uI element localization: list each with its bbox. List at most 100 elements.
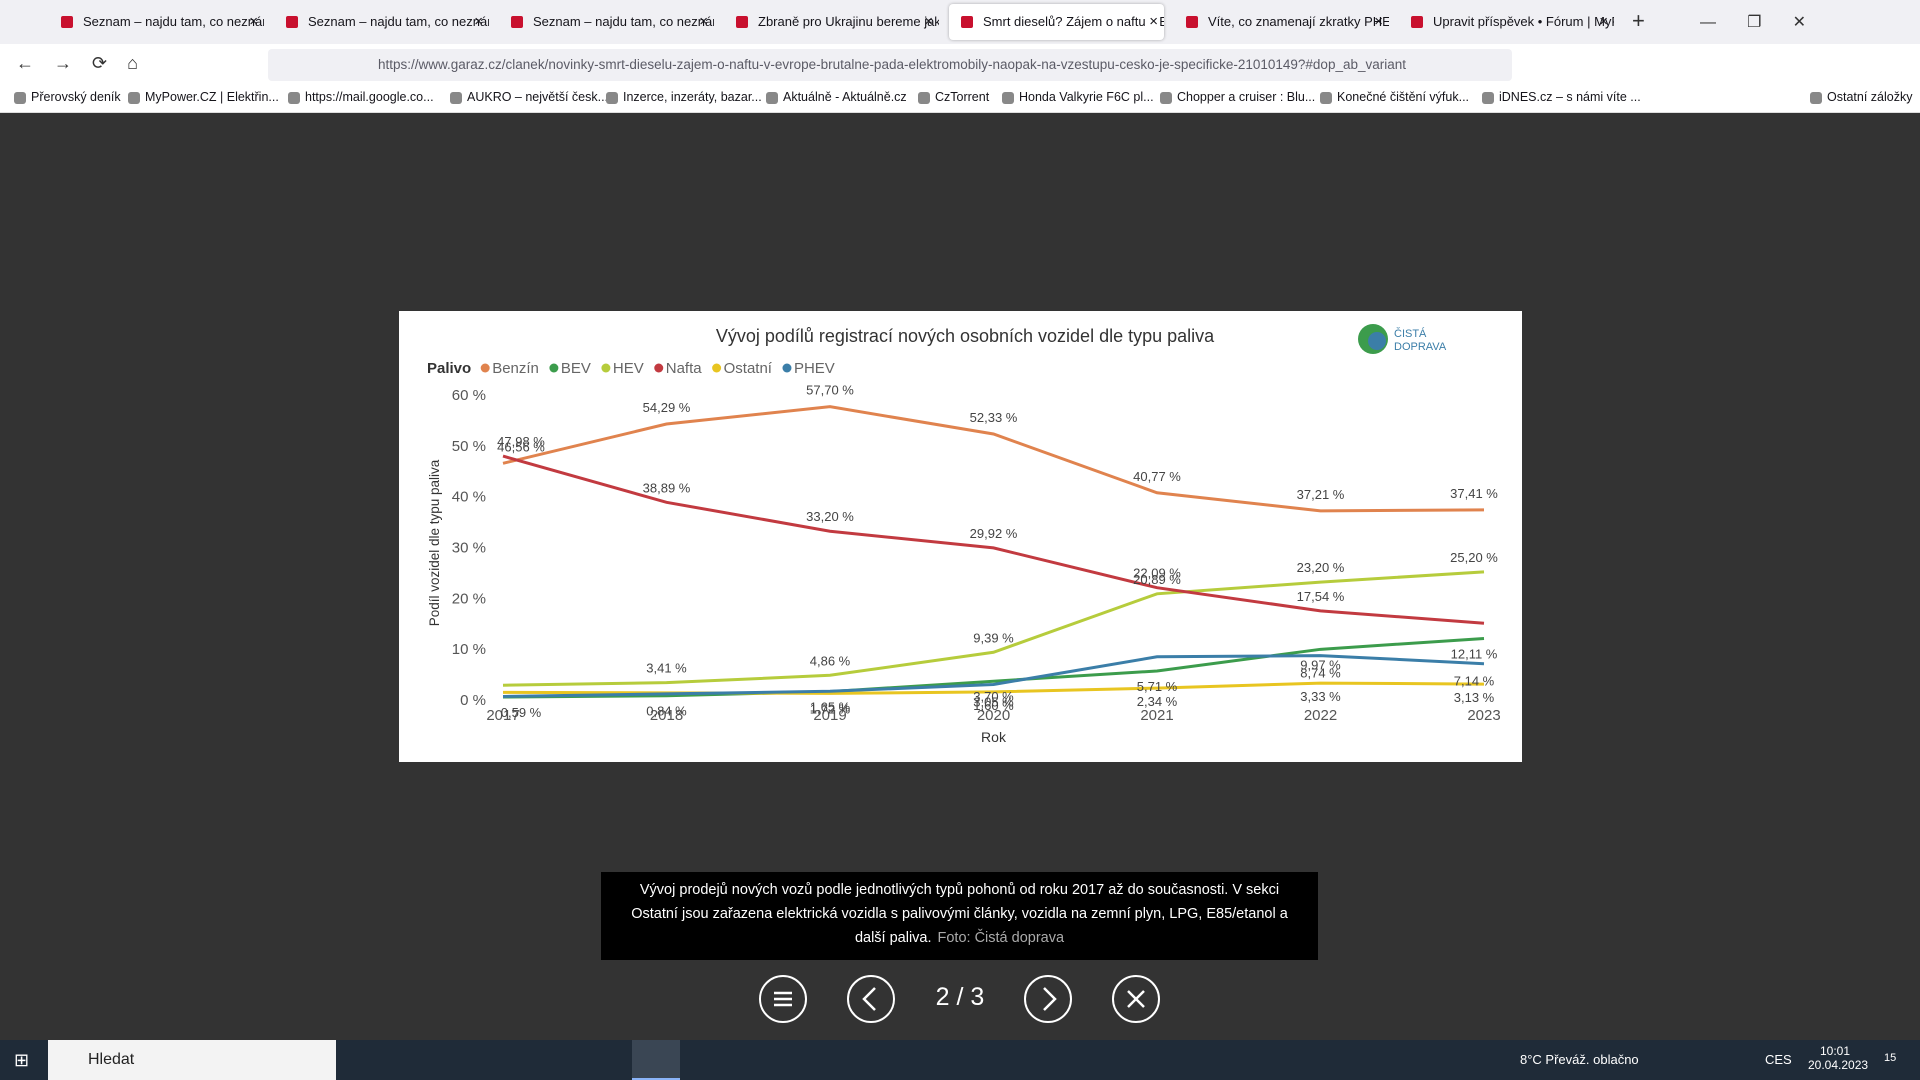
- x-tick-label: 2020: [977, 707, 1010, 724]
- active-app[interactable]: [632, 1040, 680, 1080]
- language[interactable]: CES: [1765, 1052, 1792, 1067]
- x-tick-label: 2019: [813, 707, 846, 724]
- bookmark[interactable]: Konečné čištění výfuk...: [1320, 90, 1469, 104]
- x-tick-label: 2017: [486, 707, 519, 724]
- tab-close[interactable]: ×: [249, 13, 258, 30]
- data-label: 40,77 %: [1133, 469, 1181, 484]
- data-label: 22,09 %: [1133, 566, 1181, 581]
- tab-title[interactable]: Seznam – najdu tam, co neznám: [308, 14, 489, 29]
- data-label: 57,70 %: [806, 383, 854, 398]
- bookmark[interactable]: https://mail.google.co...: [288, 90, 434, 104]
- tab-close[interactable]: ×: [1374, 13, 1383, 30]
- y-tick-label: 0 %: [460, 692, 486, 709]
- tab-icon: [511, 16, 523, 28]
- legend-marker: [712, 363, 722, 373]
- data-label: 1,72 %: [810, 701, 851, 716]
- tab[interactable]: Upravit příspěvek • Fórum | MyPower×: [1399, 4, 1614, 40]
- tab-icon: [286, 16, 298, 28]
- chart-title: Vývoj podílů registrací nových osobních …: [716, 326, 1215, 346]
- other-bookmarks[interactable]: Ostatní záložky: [1810, 90, 1912, 104]
- logo-mark-inner: [1368, 332, 1386, 350]
- tab-close[interactable]: ×: [1599, 13, 1608, 30]
- tab-title[interactable]: Zbraně pro Ukrajinu bereme jako: [758, 14, 939, 29]
- legend-title: Palivo: [427, 360, 471, 377]
- bookmark[interactable]: Inzerce, inzeráty, bazar...: [606, 90, 762, 104]
- slide-counter: 2 / 3: [935, 983, 985, 1011]
- time: 10:01: [1819, 1044, 1851, 1058]
- tab[interactable]: Seznam – najdu tam, co neznám ×: [499, 4, 714, 40]
- notifications[interactable]: 15: [1884, 1052, 1897, 1064]
- legend-label: BEV: [561, 360, 591, 377]
- start-button[interactable]: ⊞: [14, 1050, 30, 1070]
- bookmark[interactable]: iDNES.cz – s námi víte ...: [1482, 90, 1641, 104]
- legend-marker: [549, 363, 559, 373]
- tab-title[interactable]: Víte, co znamenají zkratky PHEV: [1208, 14, 1389, 29]
- data-label: 3,05 %: [973, 694, 1014, 709]
- tab-icon: [1411, 16, 1423, 28]
- bookmark[interactable]: Chopper a cruiser : Blu...: [1160, 90, 1315, 104]
- new-tab[interactable]: +: [1632, 8, 1645, 33]
- data-label: 8,74 %: [1300, 666, 1341, 681]
- y-tick-label: 10 %: [452, 641, 486, 658]
- bookmark[interactable]: MyPower.CZ | Elektřin...: [128, 90, 279, 104]
- tab[interactable]: Seznam – najdu tam, co neznám ×: [49, 4, 264, 40]
- date: 20.04.2023: [1808, 1058, 1869, 1072]
- prev-button[interactable]: [847, 975, 895, 1023]
- tab-close[interactable]: ×: [924, 13, 933, 30]
- close-button[interactable]: [1112, 975, 1160, 1023]
- window-controls[interactable]: — ❐ ✕: [1700, 14, 1806, 31]
- tab-close[interactable]: ×: [474, 13, 483, 30]
- tab-title[interactable]: Upravit příspěvek • Fórum | MyPower: [1433, 14, 1614, 29]
- tab-icon: [61, 16, 73, 28]
- bookmark[interactable]: AUKRO – největší česk...: [450, 90, 608, 104]
- legend-marker: [480, 363, 490, 373]
- logo-text: DOPRAVA: [1394, 341, 1447, 353]
- data-label: 52,33 %: [970, 410, 1018, 425]
- data-label: 54,29 %: [643, 400, 691, 415]
- photo-credit: Foto: Čistá doprava: [937, 930, 1065, 946]
- tab[interactable]: Zbraně pro Ukrajinu bereme jako ×: [724, 4, 939, 40]
- bookmark[interactable]: Honda Valkyrie F6C pl...: [1002, 90, 1154, 104]
- tab[interactable]: Víte, co znamenají zkratky PHEV ×: [1174, 4, 1389, 40]
- series-line: [502, 636, 1485, 699]
- data-label: 1,60 %: [973, 698, 1014, 713]
- bookmark[interactable]: CzTorrent: [918, 90, 989, 104]
- tab-close[interactable]: ×: [699, 13, 708, 30]
- url-bar[interactable]: https://www.garaz.cz/clanek/novinky-smrt…: [268, 49, 1512, 81]
- url-text[interactable]: https://www.garaz.cz/clanek/novinky-smrt…: [378, 57, 1407, 72]
- tab-icon: [961, 16, 973, 28]
- data-label: 2,34 %: [1137, 694, 1178, 709]
- menu-button[interactable]: [759, 975, 807, 1023]
- caption: Vývoj prodejů nových vozů podle jednotli…: [601, 872, 1318, 960]
- y-axis-title: Podíl vozidel dle typu paliva: [427, 459, 442, 626]
- clock[interactable]: 10:01 20.04.2023: [1808, 1044, 1869, 1072]
- tab-close[interactable]: ×: [1145, 4, 1158, 40]
- data-label: 37,41 %: [1450, 486, 1498, 501]
- next-button[interactable]: [1024, 975, 1072, 1023]
- data-label: 3,41 %: [646, 661, 687, 676]
- data-label: 9,97 %: [1300, 657, 1341, 672]
- tab[interactable]: Smrt dieselů? Zájem o naftu v Evropě×: [949, 4, 1164, 40]
- tab-title[interactable]: Smrt dieselů? Zájem o naftu v Evropě: [983, 14, 1164, 29]
- data-label: 33,20 %: [806, 509, 854, 524]
- legend-label: Ostatní: [724, 360, 773, 377]
- data-label: 9,39 %: [973, 630, 1014, 645]
- legend-label: Benzín: [492, 360, 539, 377]
- tab-icon: [736, 16, 748, 28]
- series-line: [502, 654, 1485, 698]
- series-line: [502, 405, 1485, 513]
- nav-buttons[interactable]: ← → ⟳ ⌂: [16, 53, 138, 73]
- data-label: 5,71 %: [1137, 679, 1178, 694]
- weather[interactable]: 8°C Převáž. oblačno: [1520, 1052, 1639, 1067]
- data-label: 3,70 %: [973, 689, 1014, 704]
- data-label: 0,59 %: [501, 705, 542, 720]
- tab-title[interactable]: Seznam – najdu tam, co neznám: [83, 14, 264, 29]
- tab-title[interactable]: Seznam – najdu tam, co neznám: [533, 14, 714, 29]
- bookmark[interactable]: Aktuálně - Aktuálně.cz: [766, 90, 907, 104]
- legend-marker: [601, 363, 611, 373]
- tab[interactable]: Seznam – najdu tam, co neznám ×: [274, 4, 489, 40]
- search-box[interactable]: Hledat: [48, 1040, 336, 1080]
- x-tick-label: 2023: [1467, 707, 1500, 724]
- bookmark[interactable]: Přerovský deník: [14, 90, 121, 104]
